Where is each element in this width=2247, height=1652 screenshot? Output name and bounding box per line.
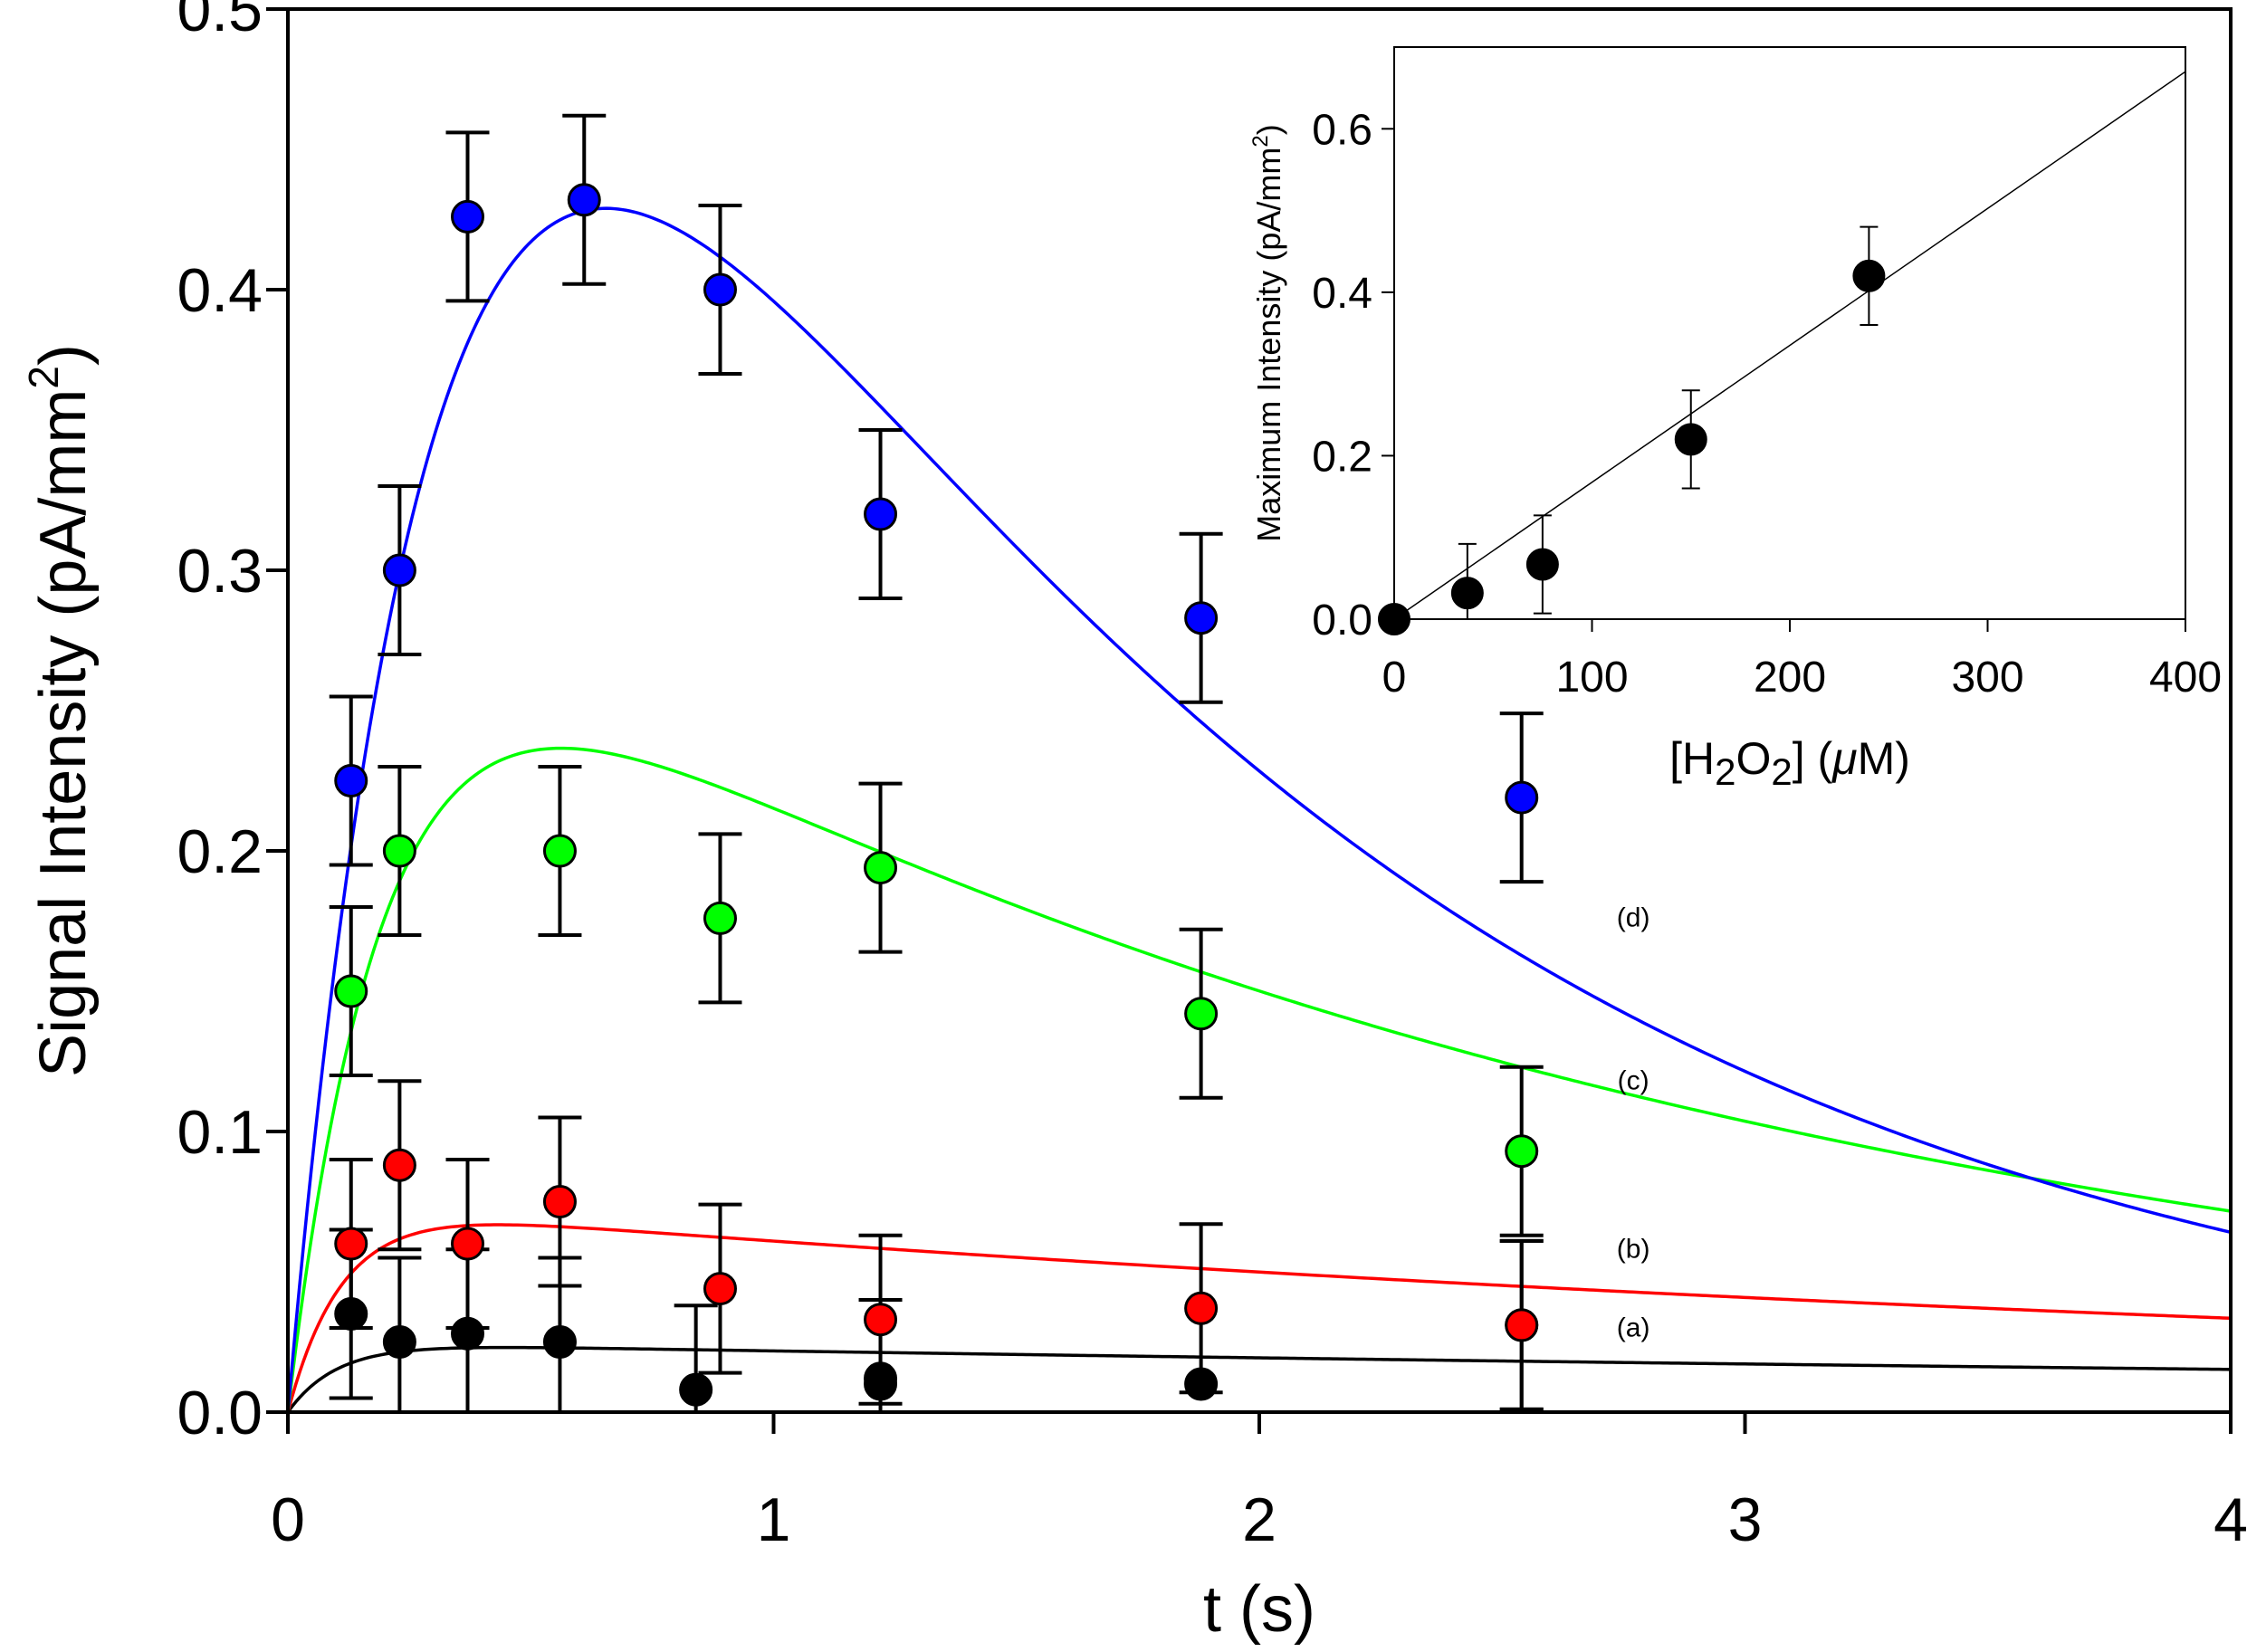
data-point-d-3 [567, 183, 601, 217]
main-y-tick-label-0: 0.0 [177, 1379, 263, 1447]
data-point-c-3 [703, 901, 737, 935]
main-x-tick-label-0: 0 [271, 1485, 305, 1554]
inset-x-tick-label-3: 300 [1951, 654, 2023, 702]
main-x-axis-title: t (s) [1203, 1573, 1315, 1646]
inset-y-tick-label-3: 0.6 [1312, 106, 1372, 154]
inset-x-tick-label-1: 100 [1555, 654, 1628, 702]
inset-axis-ticks: 0 100 200 300 400 0.0 0.2 0.4 0.6 [1312, 106, 2222, 702]
curve-label-c: (c) [1618, 1066, 1649, 1096]
data-point-d-0 [334, 764, 368, 797]
fit-curve-d [286, 206, 2232, 1413]
fit-curve-a [286, 1345, 2232, 1414]
main-y-axis-title: Signal Intensity (pA/mm2) [20, 344, 100, 1077]
data-point-b-4 [703, 1272, 737, 1306]
inset-x-tick-label-0: 0 [1382, 654, 1407, 702]
inset-plot-series [1378, 71, 2186, 635]
data-point-a-7 [1184, 1367, 1219, 1401]
main-x-tick-label-1: 1 [757, 1485, 791, 1554]
curve-label-a: (a) [1617, 1313, 1650, 1342]
main-chart: (a) (b) (c) (d) 0 1 2 3 4 0.0 0.1 0.2 0.3 0.4 0.5 t (… [20, 0, 2247, 1646]
data-point-b-1 [382, 1148, 416, 1182]
fit-curve-c [286, 746, 2232, 1413]
data-point-a-4 [679, 1372, 713, 1407]
data-point-a-6 [864, 1361, 898, 1396]
data-point-a-0 [334, 1297, 368, 1331]
data-point-c-4 [864, 851, 898, 885]
fit-curve-b [286, 1223, 2232, 1413]
data-point-c-6 [1505, 1134, 1539, 1169]
data-point-d-7 [1505, 780, 1539, 815]
main-x-tick-label-3: 3 [1728, 1485, 1763, 1554]
data-point-d-2 [451, 199, 485, 234]
data-point-b-7 [1505, 1308, 1539, 1342]
data-point-a-1 [382, 1325, 416, 1359]
curve-label-b: (b) [1617, 1235, 1650, 1265]
inset-data-point-1 [1450, 577, 1484, 610]
main-axis-ticks: 0 1 2 3 4 0.0 0.1 0.2 0.3 0.4 0.5 [177, 0, 2247, 1554]
data-point-c-2 [542, 834, 577, 868]
data-point-b-2 [451, 1227, 485, 1261]
data-point-b-6 [1184, 1291, 1219, 1325]
data-point-a-2 [451, 1316, 485, 1351]
data-point-c-5 [1184, 997, 1219, 1031]
inset-x-tick-label-2: 200 [1754, 654, 1826, 702]
main-y-tick-label-4: 0.4 [177, 256, 263, 325]
main-y-tick-label-1: 0.1 [177, 1098, 263, 1167]
main-y-tick-label-3: 0.3 [177, 537, 263, 606]
inset-y-tick-label-0: 0.0 [1312, 597, 1372, 645]
inset-fit-line [1393, 71, 2186, 620]
data-point-d-6 [1184, 601, 1219, 635]
inset-y-tick-label-1: 0.2 [1312, 433, 1372, 481]
data-point-b-0 [334, 1227, 368, 1261]
inset-background [1394, 47, 2185, 619]
inset-data-point-3 [1674, 423, 1707, 456]
main-plot-series: (a) (b) (c) (d) [286, 113, 2232, 1414]
inset-x-axis-title: [H2O2] (μM) [1669, 733, 1910, 793]
data-point-d-4 [703, 272, 737, 307]
main-x-tick-label-4: 4 [2214, 1485, 2247, 1554]
inset-chart: 0 100 200 300 400 0.0 0.2 0.4 0.6 [H2O2] (μM) Ma… [1248, 46, 2222, 793]
data-point-c-0 [334, 974, 368, 1008]
inset-data-point-4 [1852, 259, 1886, 292]
data-point-d-5 [864, 497, 898, 531]
inset-y-tick-label-2: 0.4 [1312, 270, 1372, 318]
main-y-tick-label-2: 0.2 [177, 817, 263, 886]
data-point-c-1 [382, 834, 416, 868]
inset-x-tick-label-4: 400 [2149, 654, 2222, 702]
data-point-a-3 [542, 1325, 577, 1359]
inset-y-axis-title: Maximum Intensity (pA/mm2) [1248, 124, 1287, 541]
data-point-b-3 [542, 1185, 577, 1218]
inset-data-point-2 [1525, 548, 1559, 581]
data-point-d-1 [382, 553, 416, 587]
main-y-tick-label-5: 0.5 [177, 0, 263, 44]
data-point-b-5 [864, 1303, 898, 1337]
main-x-tick-label-2: 2 [1242, 1485, 1276, 1554]
curve-label-d: (d) [1617, 903, 1650, 933]
